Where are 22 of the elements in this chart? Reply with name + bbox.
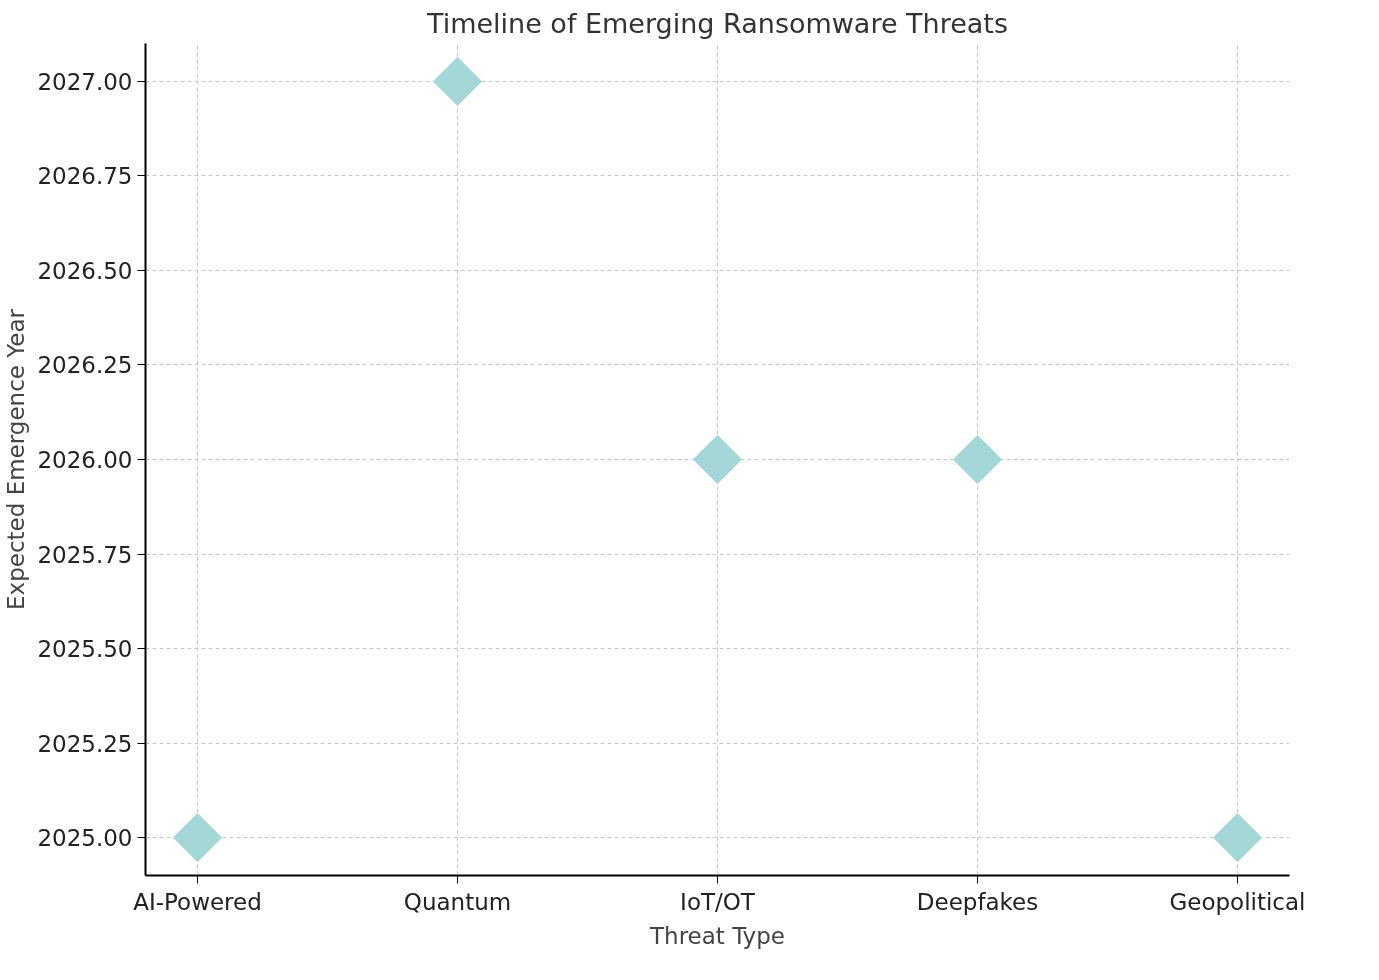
point xyxy=(952,434,1003,485)
point xyxy=(172,813,223,863)
x-tick-label: IoT/OT xyxy=(680,888,756,915)
x-axis-title: Threat Type xyxy=(649,922,785,949)
y-tick-label: 2025.50 xyxy=(37,636,133,663)
point xyxy=(432,56,483,106)
y-tick-label: 2026.50 xyxy=(37,257,133,284)
y-tick-label: 2025.75 xyxy=(37,541,133,568)
y-axis-title: Expected Emergence Year xyxy=(3,308,30,610)
y-tick-label: 2026.75 xyxy=(37,163,133,190)
x-tick-label: Deepfakes xyxy=(916,888,1039,915)
x-tick-label: AI-Powered xyxy=(133,888,262,915)
x-tick-label: Geopolitical xyxy=(1169,888,1306,915)
y-tick-label: 2026.00 xyxy=(37,447,133,473)
point xyxy=(1212,813,1263,863)
y-tick-label: 2026.25 xyxy=(37,352,133,379)
chart-title: Timeline of Emerging Ransomware Threats xyxy=(425,7,1009,39)
point xyxy=(692,434,743,485)
y-tick-label: 2027.00 xyxy=(37,68,133,95)
y-tick-label: 2025.25 xyxy=(37,730,133,757)
x-tick-label: Quantum xyxy=(403,888,512,915)
y-tick-label: 2025.00 xyxy=(37,825,133,852)
